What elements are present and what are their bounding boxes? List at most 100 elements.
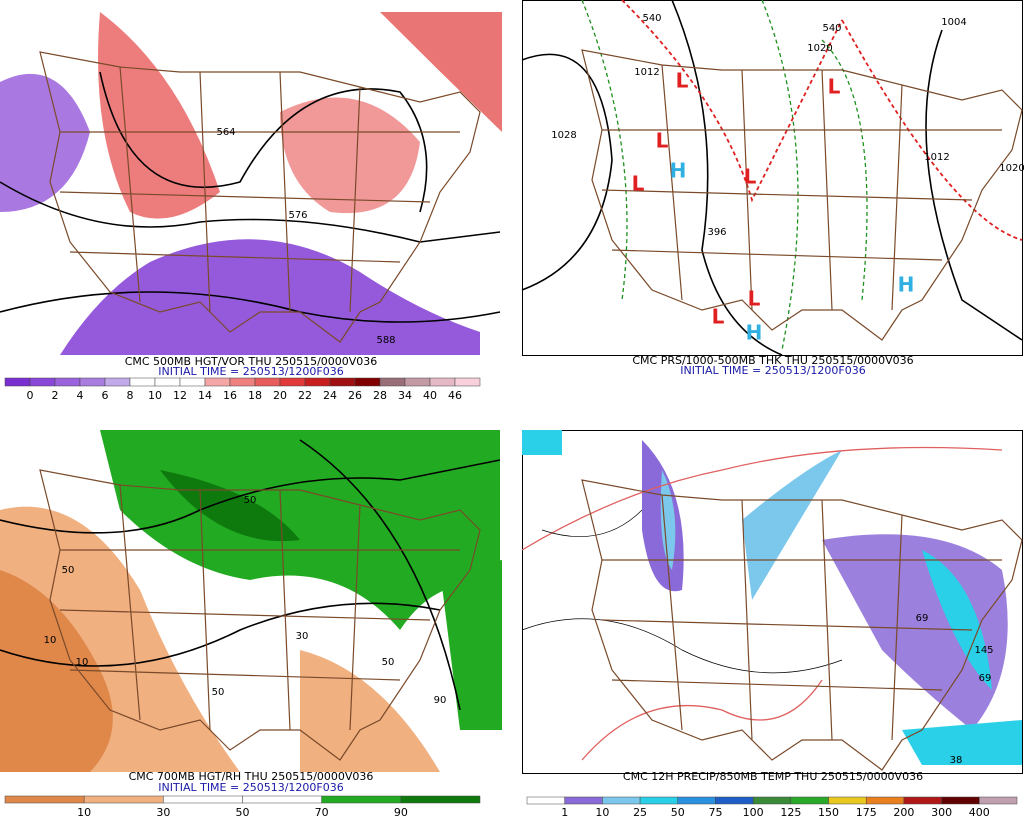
colorbar-label: 100	[743, 806, 764, 819]
contour-label: 30	[296, 631, 309, 642]
colorbar-label: 25	[633, 806, 647, 819]
colorbar-label: 70	[315, 806, 329, 819]
colorbar-swatch	[83, 795, 164, 804]
colorbar-swatch	[304, 377, 331, 387]
colorbar-swatch	[526, 796, 565, 805]
colorbar-swatch	[4, 377, 31, 387]
colorbar-swatch	[179, 377, 206, 387]
colorbar-label: 8	[127, 389, 134, 402]
colorbar-swatch	[903, 796, 942, 805]
colorbar-swatch	[321, 795, 402, 804]
contour-label: 90	[434, 695, 447, 706]
contour-label: 396	[707, 227, 726, 238]
colorbar-swatch	[564, 796, 603, 805]
colorbar-swatch	[242, 795, 322, 804]
pressure-center: L	[632, 172, 645, 196]
contour-label: 50	[62, 565, 75, 576]
colorbar-label: 24	[323, 389, 337, 402]
colorbar-label: 40	[423, 389, 437, 402]
colorbar-swatch	[279, 377, 306, 387]
contour-label: 564	[216, 127, 235, 138]
contour-label: 69	[916, 613, 929, 624]
colorbar-swatch	[941, 796, 980, 805]
pressure-center: H	[670, 159, 687, 183]
colorbar-label: 1	[561, 806, 568, 819]
contour-label: 10	[44, 635, 57, 646]
colorbar-swatch	[163, 795, 243, 804]
contour-label: 1028	[551, 130, 576, 141]
contour-label: 69	[979, 673, 992, 684]
colorbar-label: 125	[780, 806, 801, 819]
colorbar-label: 28	[373, 389, 387, 402]
colorbar-label: 50	[671, 806, 685, 819]
colorbar-swatch	[752, 796, 792, 805]
colorbar-swatch	[154, 377, 181, 387]
colorbar-label: 50	[236, 806, 250, 819]
pressure-center: L	[828, 75, 841, 99]
initial-time: INITIAL TIME = 250513/1200F036	[158, 781, 343, 794]
colorbar-label: 150	[818, 806, 839, 819]
pressure-center: H	[746, 321, 763, 345]
map-500mb	[0, 12, 502, 355]
colorbar-label: 20	[273, 389, 287, 402]
colorbar-label: 14	[198, 389, 212, 402]
caption: CMC 500MB HGT/VOR THU 250515/0000V036	[125, 355, 378, 368]
colorbar-label: 10	[595, 806, 609, 819]
colorbar-label: 300	[931, 806, 952, 819]
colorbar-swatch	[454, 377, 481, 387]
contour-label: 1004	[941, 17, 966, 28]
contour-label: 1020	[807, 43, 832, 54]
colorbar-swatch	[204, 377, 231, 387]
colorbar-swatch	[828, 796, 867, 805]
colorbar-swatch	[790, 796, 829, 805]
colorbar-swatch	[715, 796, 754, 805]
colorbar-swatch	[354, 377, 381, 387]
contour-label: 576	[288, 210, 307, 221]
contour-label: 540	[642, 13, 661, 24]
pressure-center: L	[676, 69, 689, 93]
colorbar-label: 46	[448, 389, 462, 402]
labels: CMC 500MB HGT/VOR THU 250515/0000V036 INI…	[4, 13, 1024, 819]
colorbar-label: 75	[708, 806, 722, 819]
colorbar-swatch	[29, 377, 56, 387]
colorbar-label: 26	[348, 389, 362, 402]
caption: CMC 12H PRECIP/850MB TEMP THU 250515/000…	[623, 770, 923, 783]
pressure-center: L	[748, 287, 761, 311]
colorbar-swatch	[404, 377, 431, 387]
colorbar-swatch	[602, 796, 641, 805]
colorbar-swatch	[329, 377, 356, 387]
map-700mb	[0, 430, 502, 772]
initial-time: INITIAL TIME = 250513/1200F036	[680, 364, 865, 377]
colorbar-label: 0	[27, 389, 34, 402]
colorbar-label: 90	[394, 806, 408, 819]
colorbar-label: 12	[173, 389, 187, 402]
colorbar-swatch	[229, 377, 256, 387]
colorbar-label: 16	[223, 389, 237, 402]
pressure-center: L	[656, 129, 669, 153]
map-pressure	[521, 0, 1023, 356]
colorbar-label: 400	[969, 806, 990, 819]
contour-label: 588	[376, 335, 395, 346]
colorbar-swatch	[677, 796, 716, 805]
colorbar-label: 200	[893, 806, 914, 819]
contour-label: 50	[212, 687, 225, 698]
contour-label: 1012	[634, 67, 659, 78]
contour-label: 1012	[924, 152, 949, 163]
contour-label: 1020	[999, 163, 1024, 174]
colorbar-label: 10	[148, 389, 162, 402]
contour-label: 50	[244, 495, 257, 506]
caption: CMC PRS/1000-500MB THK THU 250515/0000V0…	[632, 354, 913, 367]
contour-label: 145	[974, 645, 993, 656]
contour-label: 38	[950, 755, 963, 766]
colorbar-swatch	[104, 377, 131, 387]
colorbar-swatch	[54, 377, 81, 387]
contour-label: 540	[822, 23, 841, 34]
colorbar-label: 175	[856, 806, 877, 819]
colorbar-swatch	[429, 377, 456, 387]
colorbar-swatch	[979, 796, 1018, 805]
colorbar-swatch	[379, 377, 406, 387]
caption: CMC 700MB HGT/RH THU 250515/0000V036	[129, 770, 374, 783]
colorbar-label: 34	[398, 389, 412, 402]
